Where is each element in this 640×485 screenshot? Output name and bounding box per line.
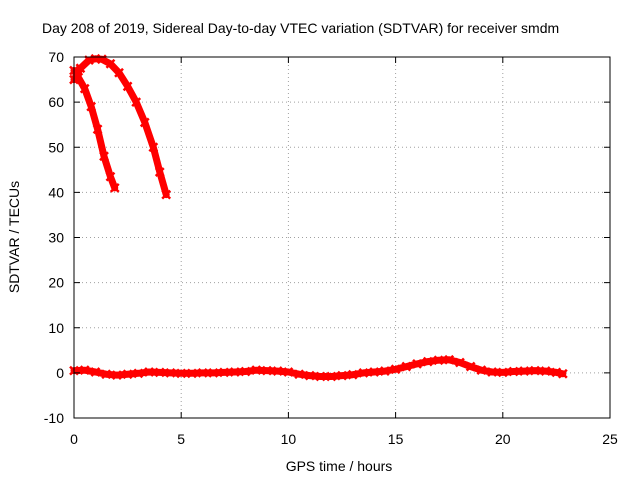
y-axis-label: SDTVAR / TECUs <box>6 181 22 293</box>
data-point <box>390 364 401 375</box>
data-point <box>75 63 86 74</box>
chart-title: Day 208 of 2019, Sidereal Day-to-day VTE… <box>42 20 559 36</box>
data-point <box>79 365 90 376</box>
data-point <box>497 367 508 378</box>
data-point <box>154 167 165 177</box>
data-point <box>105 171 116 182</box>
data-point <box>197 367 208 378</box>
data-point <box>92 124 103 135</box>
x-tick-label: 25 <box>602 431 618 447</box>
data-point <box>401 361 412 372</box>
data-point <box>109 182 120 193</box>
data-point <box>133 368 144 379</box>
data-point <box>144 367 154 377</box>
data-point <box>272 366 283 376</box>
x-tick-label: 5 <box>177 431 185 447</box>
data-point <box>519 366 530 376</box>
data-point <box>262 365 272 376</box>
data-point <box>557 368 568 379</box>
y-tick-label: -10 <box>44 410 64 426</box>
data-point <box>86 101 97 112</box>
data-point <box>337 370 347 381</box>
y-tick-label: 70 <box>48 49 64 65</box>
data-point <box>251 365 262 376</box>
data-point <box>540 366 551 376</box>
x-axis-label: GPS time / hours <box>286 458 393 474</box>
series-arc-1 <box>69 65 120 193</box>
data-point <box>487 367 497 377</box>
data-point <box>422 356 433 367</box>
data-point <box>114 67 124 78</box>
data-point <box>476 365 487 376</box>
data-point <box>283 367 294 377</box>
x-tick-label: 0 <box>70 431 78 447</box>
data-point <box>131 97 142 108</box>
x-tick-label: 10 <box>281 431 297 447</box>
data-point <box>294 369 305 380</box>
x-tick-label: 20 <box>495 431 511 447</box>
data-point <box>176 368 187 379</box>
data-point <box>111 370 122 381</box>
data-point <box>161 189 172 200</box>
data-point <box>122 81 133 92</box>
series-baseline <box>69 354 568 382</box>
data-point <box>165 367 176 378</box>
data-point <box>379 366 390 376</box>
data-point <box>90 367 101 377</box>
data-point <box>122 369 133 380</box>
data-point <box>465 361 476 372</box>
data-point <box>326 371 337 382</box>
data-point <box>304 370 315 381</box>
data-point <box>154 367 165 378</box>
y-tick-label: 40 <box>48 184 64 200</box>
data-point <box>219 367 229 378</box>
tick-marks <box>73 56 611 419</box>
data-point <box>99 151 109 162</box>
series-layer <box>69 53 568 382</box>
data-point <box>508 366 519 377</box>
data-point <box>369 367 380 377</box>
y-tick-label: 50 <box>48 139 64 155</box>
data-point <box>347 369 358 380</box>
data-point <box>101 369 112 380</box>
y-tick-label: 30 <box>48 230 64 246</box>
x-tick-label: 15 <box>388 431 404 447</box>
data-point <box>187 368 197 379</box>
data-point <box>358 367 369 378</box>
y-tick-label: 60 <box>48 94 64 110</box>
data-point <box>240 366 251 377</box>
data-point <box>148 142 159 153</box>
data-point <box>455 357 465 368</box>
series-arc-2 <box>69 53 172 200</box>
data-point <box>412 358 422 369</box>
data-point <box>229 367 240 377</box>
data-point <box>79 83 90 94</box>
data-point <box>139 117 150 128</box>
data-point <box>433 355 444 366</box>
data-point <box>444 354 455 365</box>
data-point <box>105 58 116 69</box>
data-point <box>208 367 219 378</box>
y-tick-label: 10 <box>48 320 64 336</box>
data-point <box>315 371 326 382</box>
y-tick-label: 20 <box>48 275 64 291</box>
tick-labels: 0 5 10 15 20 25 -10 0 10 20 30 40 50 60 70 <box>44 49 618 447</box>
y-tick-label: 0 <box>56 365 64 381</box>
data-point <box>530 365 540 376</box>
